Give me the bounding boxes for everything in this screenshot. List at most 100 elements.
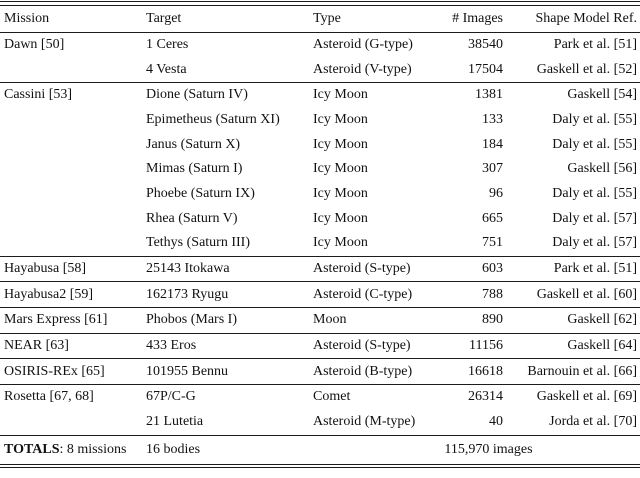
target-cell: 4 Vesta <box>146 61 187 77</box>
header-mission: Mission <box>0 5 146 33</box>
type-cell: Asteroid (V-type) <box>313 61 412 77</box>
data-table: Mission Target Type # Images Shape Model… <box>0 5 640 464</box>
ref-cell: Gaskell [56] <box>567 161 637 177</box>
target-cell: Epimetheus (Saturn XI) <box>146 111 280 127</box>
table-row: Mimas (Saturn I) Icy Moon 307 Gaskell [56] <box>0 157 640 182</box>
mission-cell <box>0 206 146 231</box>
ref-cell: Daly et al. [57] <box>552 235 637 251</box>
ref-cell: Gaskell et al. [69] <box>512 384 640 410</box>
table-row: Rosetta [67, 68] 67P/C-G Comet 26314 Gaskell… <box>0 384 640 410</box>
ref-cell: Jorda et al. [70] <box>549 414 637 430</box>
ref-cell: Park et al. [51] <box>512 255 640 282</box>
totals-missions-text: : 8 missions <box>59 441 127 457</box>
images-cell: 1381 <box>439 81 512 108</box>
type-cell: Icy Moon <box>313 161 368 177</box>
mission-cell: Hayabusa [58] <box>0 255 146 282</box>
target-cell: Janus (Saturn X) <box>146 136 241 152</box>
images-cell: 665 <box>482 210 503 226</box>
images-cell: 307 <box>482 161 503 177</box>
images-cell: 133 <box>482 111 503 127</box>
mission-cell <box>0 182 146 207</box>
images-cell: 890 <box>439 307 512 334</box>
target-cell: Mimas (Saturn I) <box>146 161 243 177</box>
table-row: Tethys (Saturn III) Icy Moon 751 Daly et al… <box>0 231 640 256</box>
target-cell: 21 Lutetia <box>146 414 204 430</box>
totals-row: TOTALS: 8 missions 16 bodies 115,970 ima… <box>0 434 640 464</box>
target-cell: Phobos (Mars I) <box>146 307 313 334</box>
table-body: Dawn [50] 1 Ceres Asteroid (G-type) 38540 Pa… <box>0 32 640 435</box>
images-cell: 96 <box>489 185 503 201</box>
ref-cell: Daly et al. [57] <box>552 210 637 226</box>
mission-cell: Dawn [50] <box>4 36 65 52</box>
table-row: Cassini [53] Dione (Saturn IV) Icy Moon 138… <box>0 81 640 108</box>
table-footer: TOTALS: 8 missions 16 bodies 115,970 ima… <box>0 434 640 464</box>
ref-cell: Gaskell [64] <box>512 332 640 359</box>
mission-cell: Cassini [53] <box>0 81 146 108</box>
images-cell: 26314 <box>439 384 512 410</box>
target-cell: 101955 Bennu <box>146 358 313 385</box>
ref-cell: Gaskell [62] <box>512 307 640 334</box>
header-row: Mission Target Type # Images Shape Model… <box>0 5 640 33</box>
totals-label: TOTALS <box>4 441 60 457</box>
type-cell: Asteroid (B-type) <box>313 358 439 385</box>
target-cell: 1 Ceres <box>146 36 189 52</box>
top-double-rule <box>0 1 640 6</box>
images-cell: 184 <box>482 136 503 152</box>
mission-cell: NEAR [63] <box>0 332 146 359</box>
table-row: Mars Express [61] Phobos (Mars I) Moon 890 G… <box>0 307 640 334</box>
type-cell: Moon <box>313 307 439 334</box>
images-cell: 16618 <box>439 358 512 385</box>
images-cell: 40 <box>489 414 503 430</box>
mission-cell: Hayabusa2 [59] <box>0 281 146 308</box>
target-cell: Dione (Saturn IV) <box>146 81 313 108</box>
header-shape-model-ref: Shape Model Ref. <box>512 5 640 33</box>
table-header: Mission Target Type # Images Shape Model… <box>0 5 640 33</box>
ref-cell: Daly et al. [55] <box>552 185 637 201</box>
type-cell: Asteroid (S-type) <box>313 255 439 282</box>
ref-cell: Gaskell et al. [52] <box>536 61 637 77</box>
type-cell: Icy Moon <box>313 210 368 226</box>
bottom-double-rule <box>0 463 640 468</box>
totals-bodies-cell: 16 bodies <box>146 434 313 464</box>
table-row: Hayabusa2 [59] 162173 Ryugu Asteroid (C-ty… <box>0 281 640 308</box>
target-cell: Tethys (Saturn III) <box>146 235 250 251</box>
table-row: Epimetheus (Saturn XI) Icy Moon 133 Daly et… <box>0 108 640 133</box>
type-cell: Icy Moon <box>313 136 368 152</box>
table-row: 21 Lutetia Asteroid (M-type) 40 Jorda et al… <box>0 410 640 435</box>
mission-cell <box>0 157 146 182</box>
ref-cell: Park et al. [51] <box>553 36 637 52</box>
target-cell: 162173 Ryugu <box>146 281 313 308</box>
mission-cell <box>0 132 146 157</box>
type-cell: Asteroid (C-type) <box>313 281 439 308</box>
table-row: 4 Vesta Asteroid (V-type) 17504 Gaskell et … <box>0 57 640 82</box>
target-cell: Rhea (Saturn V) <box>146 210 238 226</box>
header-num-images: # Images <box>439 5 512 33</box>
mission-cell: Mars Express [61] <box>0 307 146 334</box>
mission-dataset-table: Mission Target Type # Images Shape Model… <box>0 1 640 468</box>
type-cell: Icy Moon <box>313 185 368 201</box>
ref-cell: Daly et al. [55] <box>552 111 637 127</box>
table-row: NEAR [63] 433 Eros Asteroid (S-type) 11156 G… <box>0 332 640 359</box>
mission-cell <box>0 410 146 435</box>
ref-cell: Gaskell [54] <box>512 81 640 108</box>
type-cell: Comet <box>313 384 439 410</box>
images-cell: 751 <box>482 235 503 251</box>
header-target: Target <box>146 5 313 33</box>
mission-cell: OSIRIS-REx [65] <box>0 358 146 385</box>
images-cell: 17504 <box>468 61 503 77</box>
mission-cell <box>0 108 146 133</box>
type-cell: Icy Moon <box>313 235 368 251</box>
table-row: OSIRIS-REx [65] 101955 Bennu Asteroid (B-t… <box>0 358 640 385</box>
target-cell: 25143 Itokawa <box>146 255 313 282</box>
mission-cell <box>0 231 146 256</box>
totals-missions-cell: TOTALS: 8 missions <box>0 434 146 464</box>
mission-cell <box>0 57 146 82</box>
images-cell: 603 <box>439 255 512 282</box>
target-cell: 67P/C-G <box>146 384 313 410</box>
type-cell: Icy Moon <box>313 111 368 127</box>
totals-images-cell: 115,970 images <box>313 434 640 464</box>
table-row: Dawn [50] 1 Ceres Asteroid (G-type) 38540 Pa… <box>0 32 640 57</box>
ref-cell: Gaskell et al. [60] <box>512 281 640 308</box>
table-row: Janus (Saturn X) Icy Moon 184 Daly et al. [… <box>0 132 640 157</box>
type-cell: Icy Moon <box>313 81 439 108</box>
